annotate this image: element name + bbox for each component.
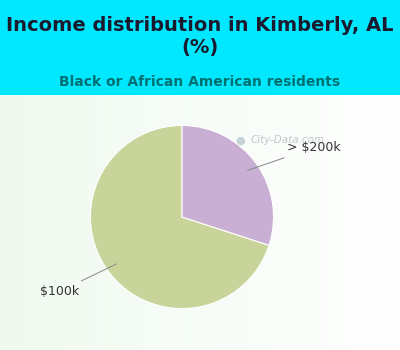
Wedge shape (90, 125, 269, 309)
Text: > $200k: > $200k (248, 141, 341, 170)
Text: Income distribution in Kimberly, AL
(%): Income distribution in Kimberly, AL (%) (6, 16, 394, 57)
Wedge shape (182, 125, 274, 245)
Text: City-Data.com: City-Data.com (251, 135, 325, 146)
Text: ●: ● (235, 135, 245, 146)
Text: $100k: $100k (40, 264, 116, 298)
Text: Black or African American residents: Black or African American residents (60, 75, 340, 89)
